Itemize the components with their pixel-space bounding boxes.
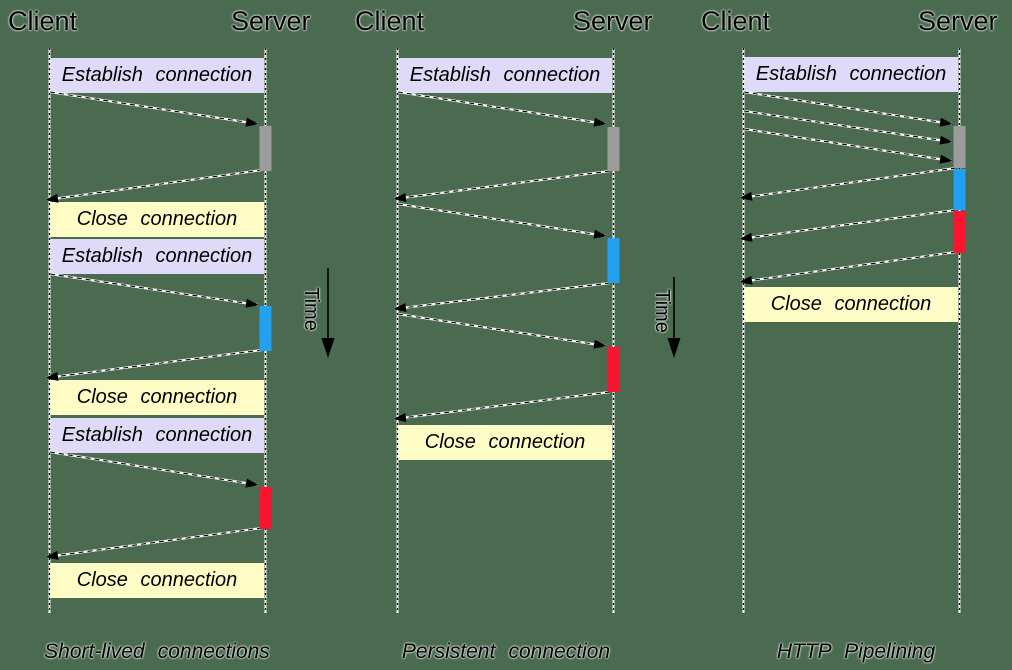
response-arrow <box>393 169 611 202</box>
column-caption: HTTP Pipelining <box>776 640 936 663</box>
establish-connection-box: Establish connection <box>50 239 264 274</box>
close-connection-box: Close connection <box>398 425 612 460</box>
close-connection-box: Close connection <box>50 202 264 237</box>
time-arrow <box>321 268 335 358</box>
request-arrow <box>743 109 953 145</box>
processing-bar-blue <box>953 169 966 210</box>
processing-bar-blue <box>259 306 272 351</box>
processing-bar-gray <box>607 127 620 171</box>
processing-bar-blue <box>607 238 620 283</box>
request-arrow <box>743 90 953 127</box>
request-arrow <box>397 202 607 239</box>
processing-bar-gray <box>953 126 966 168</box>
establish-connection-box: Establish connection <box>50 418 264 453</box>
request-arrow <box>49 90 259 127</box>
processing-bar-red <box>953 211 966 253</box>
response-arrow <box>45 526 263 560</box>
response-arrow <box>739 250 957 285</box>
processing-bar-red <box>607 347 620 392</box>
response-arrow <box>393 281 611 313</box>
response-arrow <box>45 168 263 203</box>
time-label: Time <box>300 287 322 331</box>
request-arrow <box>397 90 607 127</box>
request-arrow <box>743 127 953 164</box>
close-connection-box: Close connection <box>50 563 264 598</box>
processing-bar-gray <box>259 126 272 171</box>
request-arrow <box>397 312 607 349</box>
response-arrow <box>393 390 611 422</box>
establish-connection-box: Establish connection <box>398 58 612 93</box>
server-label: Server <box>918 6 998 36</box>
request-arrow <box>49 272 259 308</box>
request-arrow <box>49 450 259 488</box>
time-label: Time <box>651 289 673 333</box>
column-caption: Short-lived connections <box>44 640 270 663</box>
establish-connection-box: Establish connection <box>50 58 264 93</box>
response-arrow <box>739 166 957 201</box>
client-label: Client <box>355 6 425 36</box>
server-label: Server <box>573 6 653 36</box>
client-label: Client <box>8 6 78 36</box>
close-connection-box: Close connection <box>50 380 264 415</box>
response-arrow <box>45 348 263 381</box>
client-label: Client <box>701 6 771 36</box>
establish-connection-box: Establish connection <box>744 57 958 92</box>
server-label: Server <box>231 6 311 36</box>
processing-bar-red <box>259 487 272 529</box>
column-caption: Persistent connection <box>401 640 611 663</box>
response-arrow <box>739 208 957 242</box>
close-connection-box: Close connection <box>744 287 958 322</box>
